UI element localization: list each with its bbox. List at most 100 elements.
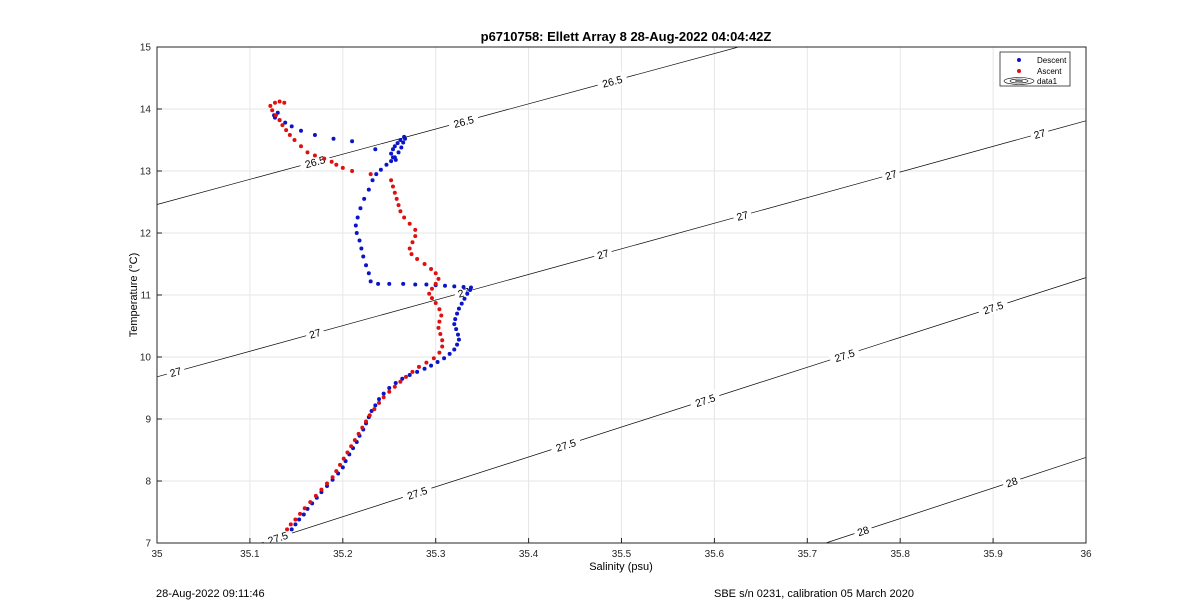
ascent-point [398,209,403,214]
ascent-point [280,123,285,128]
contour-label: 27 [735,209,750,224]
ascent-point [313,493,318,498]
descent-point [402,134,407,139]
ascent-point [392,190,397,195]
y-tick-label: 7 [145,539,151,550]
ascent-point [277,118,282,123]
ascent-point [288,522,293,527]
ascent-point [433,301,438,306]
ascent-point [312,153,317,158]
ascent-point [364,419,369,424]
y-tick-label: 11 [141,291,152,302]
descent-point [381,391,386,396]
data-points [268,99,474,532]
ascent-point [349,444,354,449]
descent-point [424,282,429,287]
ascent-point [345,450,350,455]
descent-point [393,157,398,162]
descent-point [389,159,394,164]
contour-label-bg [688,388,722,411]
descent-point [366,271,371,276]
descent-point [452,284,457,289]
ascent-point [433,271,438,276]
descent-point [415,369,420,374]
ascent-point [285,527,290,532]
ascent-point [270,108,275,113]
ascent-point [440,338,445,343]
descent-point [462,296,467,301]
contour-label: 26.5 [304,154,327,171]
ascent-point [330,475,335,480]
ascent-point [325,481,330,486]
descent-point [400,376,405,381]
contour-label: 27 [1033,127,1048,142]
ascent-point [350,169,355,173]
descent-point [455,342,460,347]
descent-point [455,332,460,337]
ascent-point [277,99,282,104]
descent-point [373,147,378,152]
ascent-point [305,150,310,155]
descent-point [378,167,383,172]
legend-descent-marker [1017,58,1021,62]
ascent-point [293,517,298,522]
ascent-point [287,133,292,138]
descent-point [358,206,363,211]
ascent-point [396,203,401,208]
ascent-point [334,162,339,167]
descent-point [422,366,427,371]
ascent-point [284,128,289,133]
ascent-point [292,138,297,142]
contour-label-bg [595,70,629,91]
ascent-point [319,487,324,492]
ascent-point [352,438,357,443]
descent-point [392,144,397,149]
y-tick-label: 13 [140,167,152,178]
footer-timestamp: 28-Aug-2022 09:11:46 [156,588,265,600]
contour-line [157,47,740,205]
contour-label-bg [400,481,434,504]
descent-point [354,231,359,235]
ascent-point [338,462,343,467]
descent-point [459,301,464,306]
descent-point [429,363,434,368]
contour-label: 27 [308,327,323,342]
ascent-point [341,456,346,461]
contour-label: 28 [1005,475,1020,490]
ascent-point [398,379,403,384]
ascent-point [268,103,273,108]
ascent-point [402,215,407,220]
descent-point [366,187,371,192]
contour-label: 27 [457,286,472,301]
ascent-point [282,100,287,105]
ascent-point [440,344,445,349]
contour-label: 27 [884,168,899,183]
contour-label-bg [731,206,753,224]
descent-point [340,465,345,470]
descent-point [401,140,406,145]
ascent-point [360,425,365,430]
ascent-point [416,364,421,369]
ascent-point [403,374,408,379]
ascent-point [308,500,313,505]
descent-point [395,141,400,146]
contour-line [259,277,1086,543]
contour-label: 26.5 [601,74,624,91]
ascent-point [356,431,361,436]
descent-point [283,120,288,125]
density-contours: 26.526.526.526.52727272727272727.527.527… [157,47,1086,543]
ascent-point [427,291,432,296]
ascent-point [410,240,415,245]
contour-label-bg [165,362,186,380]
descent-point [355,215,360,220]
descent-point [368,279,373,284]
y-axis-label: Temperature (°C) [128,253,140,337]
ascent-point [340,165,345,170]
ascent-point [273,113,278,118]
descent-point [289,124,294,129]
descent-point [350,139,355,144]
descent-point [357,238,362,243]
descent-point [453,317,458,322]
contour-label-bg [1029,124,1050,142]
